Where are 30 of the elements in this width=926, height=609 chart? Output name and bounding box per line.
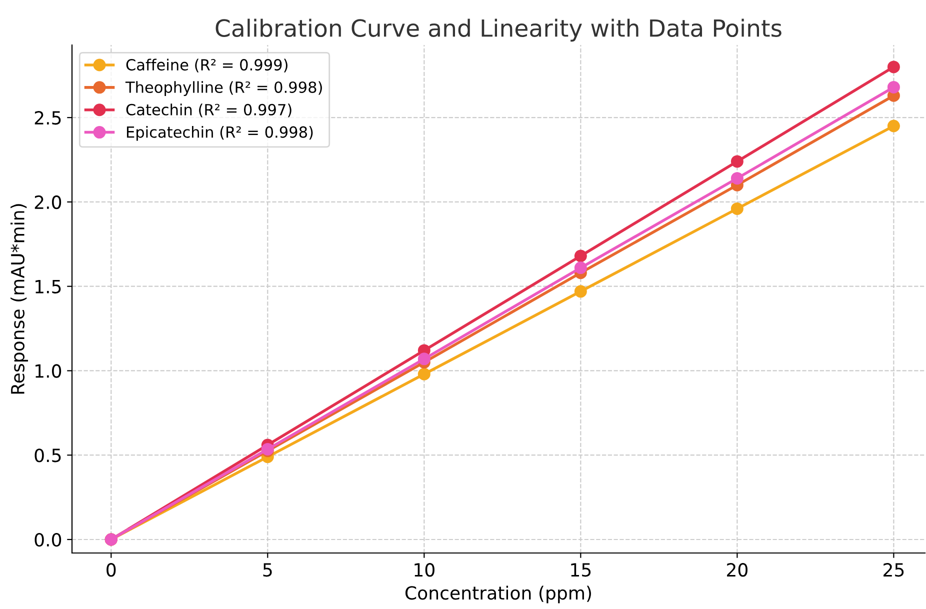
x-tick-label: 20	[727, 563, 748, 577]
x-tick-label: 0	[106, 563, 116, 577]
y-tick-label: 1.5	[36, 280, 61, 294]
point	[418, 368, 430, 380]
y-tick-label: 0.0	[34, 532, 62, 547]
point	[887, 80, 900, 94]
legend-label: Epicatechin (R² = 0.998)	[126, 126, 313, 141]
y-tick-label: 1.0	[36, 364, 62, 378]
point	[574, 285, 587, 298]
y-tick-label: 2.5	[34, 111, 61, 125]
y-tick-label: 0.5	[34, 448, 61, 462]
point	[418, 352, 430, 366]
x-axis-title: Concentration (ppm)	[405, 586, 591, 604]
x-tick-label: 10	[414, 563, 434, 577]
x-tick-label: 5	[263, 563, 272, 577]
legend-label: Theophylline (R² = 0.998)	[125, 81, 322, 96]
chart-title: Calibration Curve and Linearity with Data Points	[216, 18, 782, 42]
point	[574, 262, 587, 274]
y-tick-label: 2.0	[34, 195, 62, 210]
legend-label: Caffeine (R² = 0.999)	[126, 58, 288, 72]
x-tick-label: 25	[884, 563, 904, 577]
y-axis-title: Response (mAU*min)	[10, 204, 28, 394]
point	[730, 155, 744, 168]
point	[730, 202, 744, 215]
point	[574, 250, 587, 262]
x-tick-label: 15	[571, 563, 591, 577]
point	[730, 172, 744, 185]
point	[887, 120, 900, 132]
legend-label: Catechin (R² = 0.997)	[126, 104, 292, 118]
point	[887, 60, 900, 74]
